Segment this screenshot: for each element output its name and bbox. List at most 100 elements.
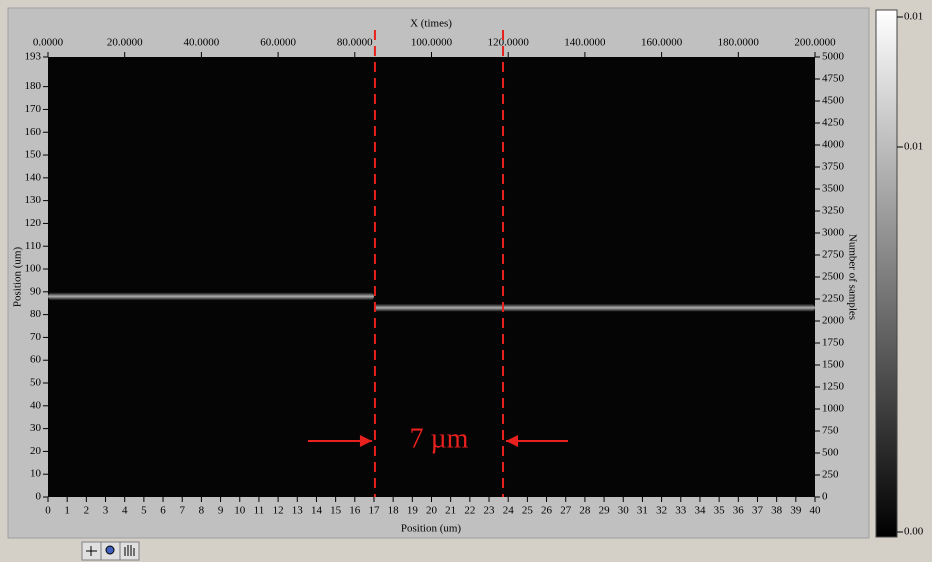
x-tick-label: 10	[234, 505, 246, 517]
x-tick-label: 28	[579, 505, 591, 517]
x-tick-label: 23	[484, 505, 496, 517]
x-tick-label: 14	[311, 505, 323, 517]
top-axis-label: X (times)	[410, 18, 452, 30]
x-tick-label: 13	[292, 505, 304, 517]
y-tick-label: 10	[30, 468, 42, 480]
colorbar-label: 0.01	[904, 11, 923, 23]
toolbar	[82, 542, 139, 560]
x-tick-label: 19	[407, 505, 419, 517]
y-tick-label: 90	[30, 285, 42, 297]
x-tick-label: 24	[503, 505, 515, 517]
x-tick-label: 9	[218, 505, 224, 517]
y-tick-label: 50	[30, 377, 42, 389]
zoom-icon	[106, 546, 114, 554]
x-tick-label: 31	[637, 505, 648, 517]
x2-tick-label: 60.0000	[260, 37, 296, 49]
y2-tick-label: 3250	[822, 205, 845, 217]
x-tick-label: 5	[141, 505, 147, 517]
y2-tick-label: 3500	[822, 183, 845, 195]
x-tick-label: 35	[714, 505, 726, 517]
x-tick-label: 16	[349, 505, 361, 517]
y2-tick-label: 1000	[822, 403, 845, 415]
y2-tick-label: 500	[822, 447, 839, 459]
y-tick-label: 80	[30, 308, 42, 320]
x-tick-label: 25	[522, 505, 534, 517]
y2-tick-label: 750	[822, 425, 839, 437]
x2-tick-label: 120.0000	[488, 37, 530, 49]
colorbar-label: 0.01	[904, 141, 923, 153]
screen: X (times) Position (um) Position (um) Nu…	[0, 0, 932, 562]
x-tick-label: 21	[445, 505, 456, 517]
x-tick-label: 1	[64, 505, 70, 517]
pan-tool[interactable]	[120, 542, 139, 560]
y-tick-label: 140	[25, 171, 42, 183]
x-tick-label: 39	[790, 505, 802, 517]
x-tick-label: 0	[45, 505, 51, 517]
y-tick-label: 160	[25, 126, 42, 138]
x2-tick-label: 20.0000	[107, 37, 143, 49]
x-tick-label: 20	[426, 505, 438, 517]
y2-tick-label: 3750	[822, 161, 845, 173]
x-tick-label: 36	[733, 505, 745, 517]
x-tick-label: 27	[560, 505, 572, 517]
y2-tick-label: 4250	[822, 117, 845, 129]
y2-tick-label: 2750	[822, 249, 845, 261]
colorbar	[876, 10, 897, 537]
x-tick-label: 11	[254, 505, 265, 517]
y-tick-label: 60	[30, 354, 42, 366]
x2-tick-label: 140.0000	[564, 37, 606, 49]
y-tick-label: 120	[25, 217, 42, 229]
right-axis-label: Number of samples	[846, 234, 858, 320]
x-tick-label: 37	[752, 505, 764, 517]
y2-tick-label: 5000	[822, 51, 845, 63]
bright-band	[48, 292, 374, 300]
left-axis-label: Position (um)	[12, 247, 24, 308]
y-tick-label: 0	[36, 491, 42, 503]
x2-tick-label: 0.0000	[33, 37, 64, 49]
x-tick-label: 26	[541, 505, 553, 517]
y2-tick-label: 3000	[822, 227, 845, 239]
y-tick-label: 170	[25, 103, 42, 115]
annotation: 7 µm	[410, 423, 469, 454]
y-tick-label: 130	[25, 194, 42, 206]
x2-tick-label: 40.0000	[184, 37, 220, 49]
bright-band	[374, 304, 815, 312]
x-tick-label: 4	[122, 505, 128, 517]
colorbar-label: 0.00	[904, 526, 924, 538]
x-tick-label: 8	[199, 505, 205, 517]
bottom-axis-label: Position (um)	[401, 523, 462, 535]
y-tick-label: 30	[30, 422, 42, 434]
y2-tick-label: 2250	[822, 293, 845, 305]
x-tick-label: 32	[656, 505, 667, 517]
y2-tick-label: 1750	[822, 337, 845, 349]
y2-tick-label: 1250	[822, 381, 845, 393]
x2-tick-label: 200.0000	[794, 37, 836, 49]
x-tick-label: 29	[599, 505, 611, 517]
y2-tick-label: 0	[822, 491, 828, 503]
x2-tick-label: 180.0000	[718, 37, 760, 49]
y-tick-label: 193	[25, 51, 42, 63]
x-tick-label: 15	[330, 505, 342, 517]
x-tick-label: 30	[618, 505, 630, 517]
x2-tick-label: 100.0000	[411, 37, 453, 49]
x-tick-label: 34	[694, 505, 706, 517]
y-tick-label: 150	[25, 149, 42, 161]
y-tick-label: 180	[25, 80, 42, 92]
y2-tick-label: 2500	[822, 271, 845, 283]
x2-tick-label: 80.0000	[337, 37, 373, 49]
x-tick-label: 12	[273, 505, 284, 517]
x-tick-label: 18	[388, 505, 400, 517]
x-tick-label: 22	[464, 505, 475, 517]
x-tick-label: 7	[179, 505, 185, 517]
y-tick-label: 70	[30, 331, 42, 343]
y-tick-label: 20	[30, 445, 42, 457]
y-tick-label: 40	[30, 399, 42, 411]
x-tick-label: 38	[771, 505, 783, 517]
x-tick-label: 17	[368, 505, 380, 517]
y2-tick-label: 2000	[822, 315, 845, 327]
x2-tick-label: 160.0000	[641, 37, 683, 49]
x-tick-label: 3	[103, 505, 109, 517]
x-tick-label: 33	[675, 505, 687, 517]
y2-tick-label: 4750	[822, 73, 845, 85]
y2-tick-label: 1500	[822, 359, 845, 371]
